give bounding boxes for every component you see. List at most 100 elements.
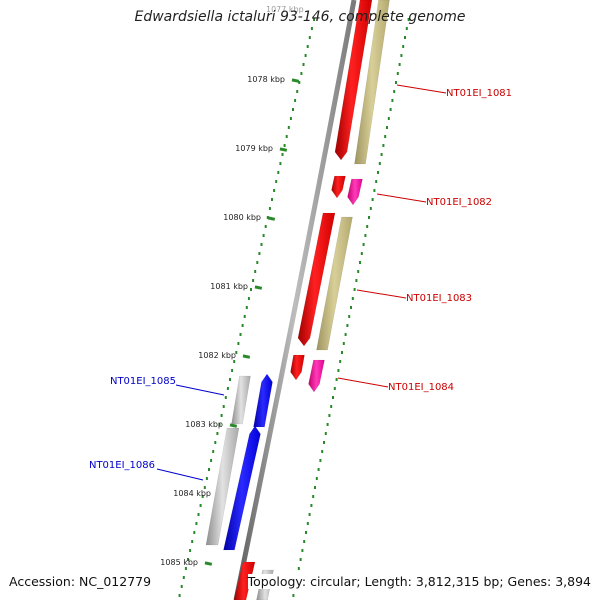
tick-mark	[242, 354, 251, 359]
tick-dot	[332, 396, 334, 399]
gene-leader-line	[376, 193, 427, 203]
tick-dot	[353, 288, 356, 291]
genome-summary-text: Topology: circular; Length: 3,812,315 bp…	[247, 574, 591, 589]
tick-dot	[344, 333, 347, 336]
tick-dot	[226, 387, 229, 390]
tick-dot	[300, 72, 303, 75]
tick-dot	[243, 315, 246, 318]
tick-dot	[298, 81, 301, 84]
tick-dot	[302, 63, 305, 66]
tick-dot	[382, 144, 385, 147]
tick-dot	[308, 36, 311, 39]
tick-dot	[252, 279, 255, 282]
tick-dot	[384, 135, 387, 138]
gene-label-layer: NT01EI_1081 NT01EI_1082 NT01EI_1083 NT01EI_…	[89, 84, 512, 481]
tick-dot	[187, 558, 189, 561]
tick-dot	[377, 171, 379, 174]
tick-dot	[310, 27, 313, 30]
tick-mark	[204, 561, 213, 566]
tick-dot	[184, 567, 187, 570]
tick-dot	[404, 36, 406, 39]
tick-dot	[341, 351, 343, 354]
tick-dot	[306, 522, 309, 525]
tick-dot	[310, 504, 313, 507]
gene-label-nt01ei-1085: NT01EI_1085	[110, 376, 176, 387]
tick-dot	[250, 288, 252, 291]
tick-dot	[197, 513, 200, 516]
tick-label: 1082 kbp	[198, 351, 236, 360]
tick-dot	[337, 369, 340, 372]
gene-cds-nt01ei-1081	[334, 0, 373, 161]
tick-dot	[317, 468, 320, 471]
tick-dot	[273, 189, 276, 192]
tick-label: 1084 kbp	[173, 489, 211, 498]
tick-dot	[308, 513, 311, 516]
tick-dot	[191, 540, 194, 543]
tick-dot	[212, 450, 215, 453]
tick-dot	[359, 261, 361, 264]
tick-dot	[237, 342, 240, 345]
tick-dot	[201, 495, 204, 498]
gene-cds-nt01ei-1083	[297, 212, 336, 347]
tick-dot	[283, 144, 286, 147]
tick-mark	[279, 147, 288, 152]
tick-dot	[350, 306, 352, 309]
gene-label-nt01ei-1081: NT01EI_1081	[446, 88, 512, 99]
tick-dot	[241, 324, 244, 327]
tick-dot	[330, 405, 333, 408]
tick-dot	[314, 486, 316, 489]
accession-text: Accession: NC_012779	[9, 574, 152, 589]
tick-dot	[245, 306, 248, 309]
gene-leader-line	[337, 377, 389, 388]
tick-dot	[387, 117, 390, 120]
tick-dot	[333, 387, 336, 390]
tick-dot	[326, 423, 329, 426]
tick-label: 1080 kbp	[223, 213, 261, 222]
gene-label-nt01ei-1082: NT01EI_1082	[426, 197, 492, 208]
tick-dot	[364, 234, 367, 237]
tick-dot	[348, 315, 351, 318]
tick-dot	[407, 18, 410, 21]
tick-dot	[189, 549, 192, 552]
tick-dot	[400, 54, 403, 57]
tick-dot	[262, 234, 265, 237]
tick-dot	[303, 540, 306, 543]
tick-dot	[315, 477, 318, 480]
tick-label: 1081 kbp	[210, 282, 248, 291]
tick-label: 1083 kbp	[185, 420, 223, 429]
tick-dot	[294, 99, 297, 102]
tick-dot	[285, 135, 288, 138]
tick-dot	[398, 63, 401, 66]
tick-dot	[247, 297, 250, 300]
tick-dot	[324, 432, 327, 435]
tick-dot	[178, 594, 181, 597]
tick-dot	[313, 18, 315, 21]
tick-mark	[254, 285, 263, 290]
tick-dot	[389, 108, 392, 111]
gene-leader-line	[396, 84, 447, 94]
tick-dot	[301, 549, 304, 552]
tick-dot	[193, 531, 196, 534]
tick-dot	[357, 270, 360, 273]
tick-dot	[335, 378, 338, 381]
tick-dot	[264, 225, 267, 228]
tick-dot	[254, 270, 257, 273]
tick-dot	[195, 522, 198, 525]
tick-dot	[266, 216, 269, 219]
tick-dot	[405, 27, 408, 30]
tick-dot	[297, 567, 300, 570]
tick-dot	[328, 414, 331, 417]
tick-dot	[281, 153, 284, 156]
gene-cds-nt01ei-1085	[253, 373, 273, 428]
tick-dot	[180, 585, 183, 588]
tick-dot	[396, 72, 399, 75]
gene-cds-nt01ei-1084	[290, 354, 305, 381]
tick-dot	[362, 243, 365, 246]
tick-dot	[239, 333, 242, 336]
gene-leader-line	[356, 289, 407, 299]
tick-dot	[210, 459, 213, 462]
tick-dot	[229, 378, 231, 381]
tick-dot	[312, 495, 315, 498]
